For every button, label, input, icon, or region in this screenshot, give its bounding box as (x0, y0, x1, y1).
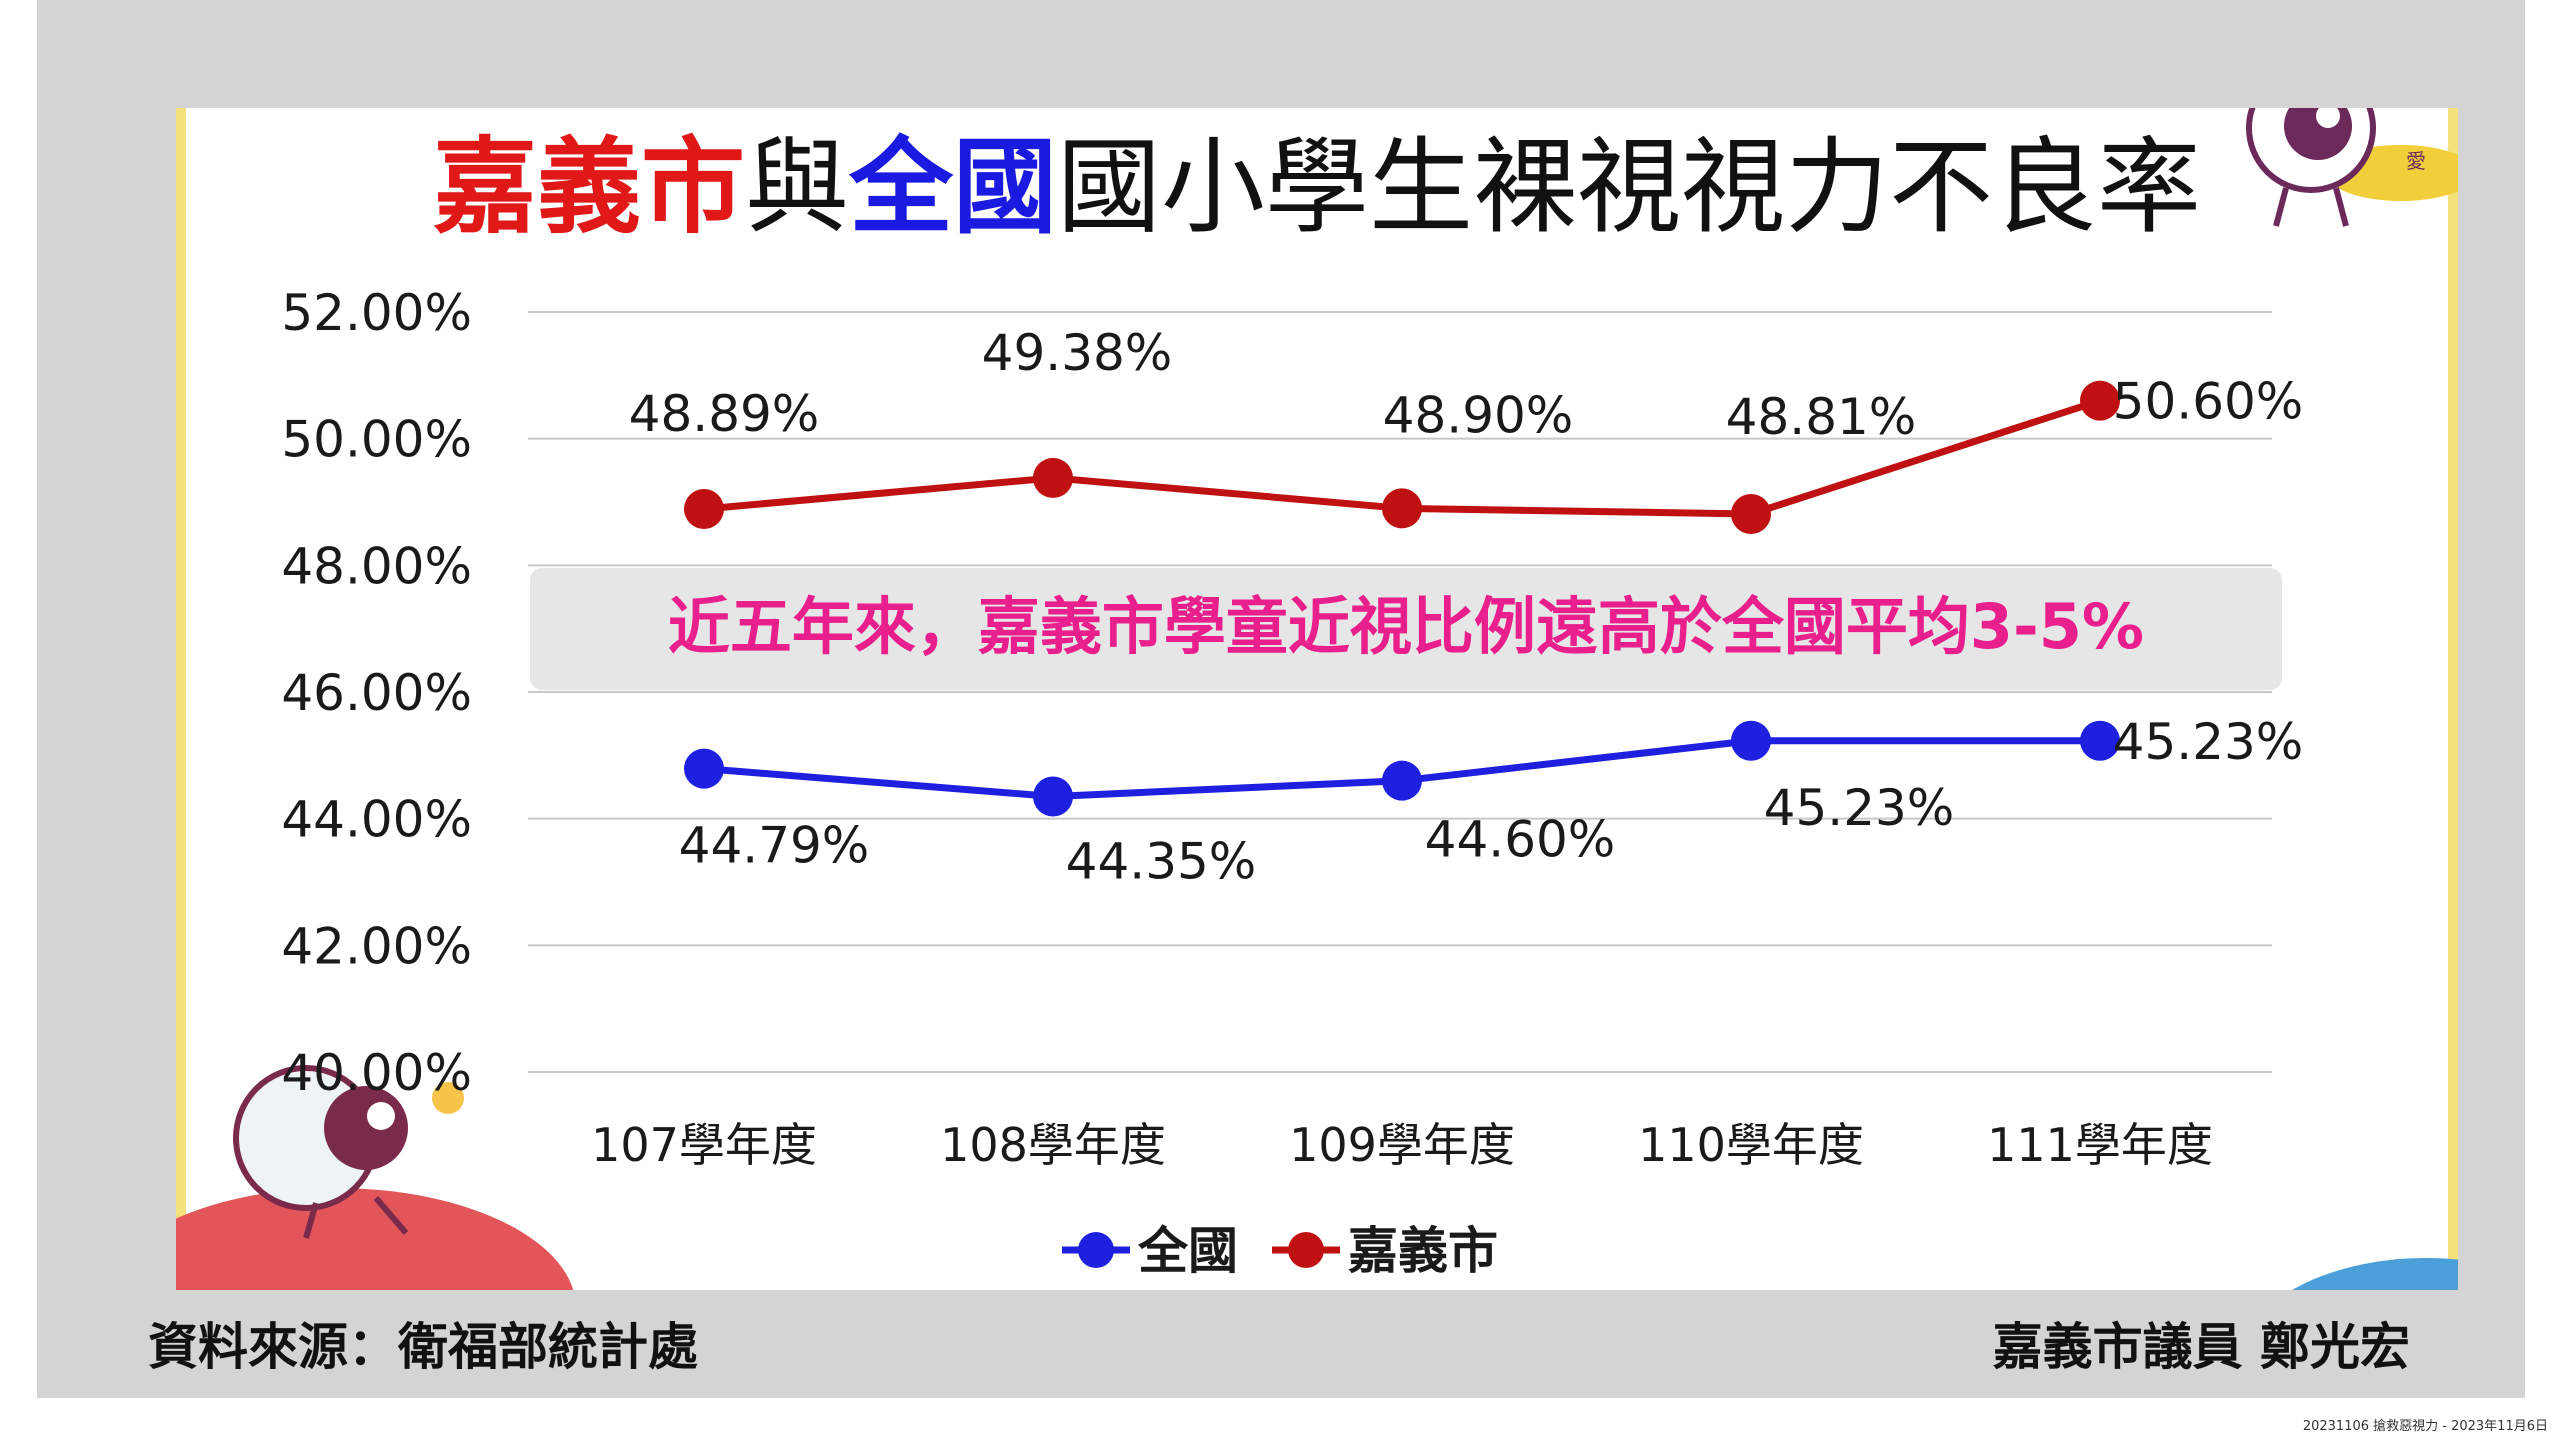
chart-series: 44.79% 44.35% 44.60% 45.23% 45.23% 48.89% 49.3… (629, 324, 2304, 891)
data-point (2080, 380, 2120, 421)
chart-legend: 全國 嘉義市 (1062, 1222, 1498, 1280)
data-point (1382, 488, 1422, 529)
data-label: 49.38% (982, 324, 1173, 382)
data-label: 44.60% (1425, 811, 1616, 869)
data-label: 48.81% (1726, 388, 1917, 446)
y-tick-label: 42.00% (281, 917, 472, 975)
left-border-stripe (176, 108, 186, 1290)
legend-label: 嘉義市 (1348, 1222, 1498, 1280)
author-credit: 嘉義市議員 鄭光宏 (1992, 1318, 2410, 1376)
y-tick-label: 52.00% (281, 284, 472, 342)
legend-label: 全國 (1137, 1222, 1238, 1280)
chart-gridlines (528, 311, 2272, 1073)
data-label: 44.79% (679, 817, 870, 875)
y-tick-label: 50.00% (281, 411, 472, 469)
chart-title: 嘉義市與全國國小學生裸視視力不良率 (176, 130, 2458, 244)
data-source: 資料來源：衛福部統計處 (148, 1318, 698, 1376)
x-tick-label: 111學年度 (1987, 1118, 2213, 1172)
y-axis-ticks: 52.00% 50.00% 48.00% 46.00% 44.00% 42.00% 40.0… (281, 284, 472, 1102)
data-label: 48.90% (1383, 386, 1574, 444)
data-point (1731, 494, 1771, 535)
y-tick-label: 40.00% (281, 1044, 472, 1102)
y-tick-label: 48.00% (281, 537, 472, 595)
data-point (1382, 760, 1422, 801)
annotation-box (530, 568, 2282, 690)
data-label: 45.23% (2113, 713, 2304, 771)
y-tick-label: 46.00% (281, 664, 472, 722)
title-conj: 與 (744, 126, 849, 248)
data-point (684, 488, 724, 529)
legend-marker (1288, 1232, 1324, 1268)
title-nation: 全國 (849, 126, 1058, 248)
line-chart: 愛 近五年來，嘉義市學童近視比例遠高於全國平均3-5% 52.00% 50.00%… (176, 108, 2458, 1290)
data-point (684, 748, 724, 789)
eyeball-mascot-top-icon: 愛 (2246, 108, 2458, 227)
data-point (1731, 720, 1771, 761)
title-subject: 國小學生裸視視力不良率 (1057, 126, 2202, 248)
data-label: 45.23% (1764, 779, 1955, 837)
slide-background: 嘉義市與全國國小學生裸視視力不良率 愛 (37, 0, 2525, 1398)
eyeball-mascot-bottom-icon (176, 1065, 574, 1290)
data-label: 48.89% (629, 385, 820, 443)
y-tick-label: 44.00% (281, 791, 472, 849)
footer-note: 20231106 搶救惡視力 - 2023年11月6日 (2302, 1419, 2548, 1434)
data-point (1033, 457, 1073, 498)
svg-text:愛: 愛 (2406, 149, 2426, 173)
x-tick-label: 109學年度 (1289, 1118, 1515, 1172)
data-point (2080, 720, 2120, 761)
data-label: 44.35% (1066, 833, 1257, 891)
data-point (1033, 776, 1073, 817)
title-city: 嘉義市 (432, 126, 745, 248)
blue-decoration-icon (2292, 1258, 2458, 1290)
data-label: 50.60% (2113, 373, 2304, 431)
x-tick-label: 110學年度 (1638, 1118, 1864, 1172)
legend-marker (1078, 1232, 1114, 1268)
x-tick-label: 108學年度 (940, 1118, 1166, 1172)
right-border-stripe (2448, 108, 2458, 1290)
annotation-text: 近五年來，嘉義市學童近視比例遠高於全國平均3-5% (668, 590, 2144, 663)
x-tick-label: 107學年度 (591, 1118, 817, 1172)
slide-card: 嘉義市與全國國小學生裸視視力不良率 愛 (176, 108, 2458, 1290)
x-axis-ticks: 107學年度 108學年度 109學年度 110學年度 111學年度 (591, 1118, 2213, 1172)
